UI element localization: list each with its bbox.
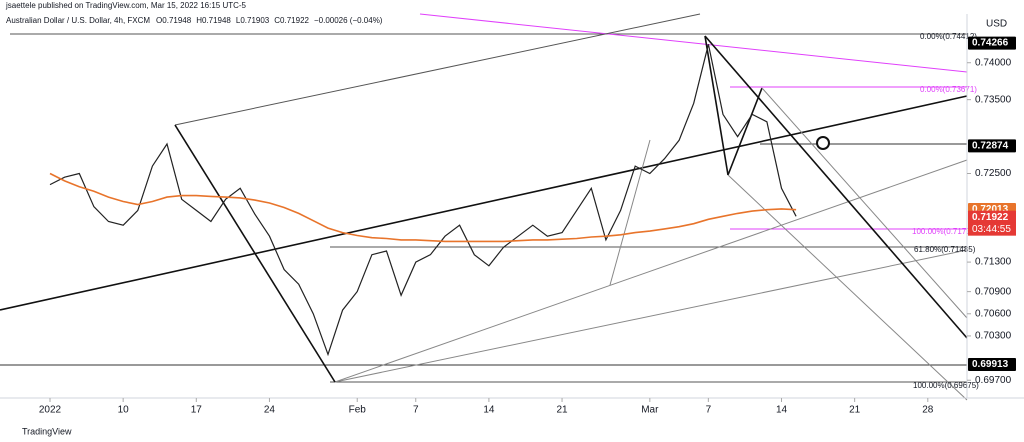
channel-line [334,159,968,383]
currency: USD [986,19,1007,30]
pitchfork-line [704,35,729,176]
trendline [419,13,968,73]
pitchfork-line [727,174,968,401]
pitchfork-line [174,124,336,383]
fib-label: 0.00%(0.73671) [920,85,977,94]
ohlc-value: −0.00026 (−0.04%) [314,16,383,25]
fib-label: 100.00%(0.71731) [912,227,978,236]
ohlc-value: C0.71922 [274,16,309,25]
x-tick-label: 7 [413,405,419,416]
ohlc-value: H0.71948 [196,16,231,25]
publisher: jsaettele published on TradingView.com, … [5,1,247,10]
x-tick-label: 21 [556,405,568,416]
price-label: 0.72013 [972,204,1009,215]
channel-line [609,139,651,286]
price-line [49,44,797,357]
y-tick-label: 0.69700 [975,375,1012,386]
fib-label: 100.00%(0.69675) [913,381,979,390]
y-tick-label: 0.70900 [975,286,1012,297]
x-tick-label: 7 [706,405,712,416]
ohlc-value: O0.71948 [156,16,192,25]
x-tick-label: 28 [922,405,934,416]
y-tick-label: 0.71300 [975,257,1012,268]
ohlc-value: L0.71903 [236,16,270,25]
price-label: 0.72874 [972,141,1009,152]
y-tick-label: 0.70600 [975,308,1012,319]
countdown: 03:44:55 [972,224,1011,235]
pitchfork-line [704,35,968,339]
ma-line [49,172,797,243]
y-tick-label: 0.73500 [975,94,1012,105]
price-label-box [968,139,1016,153]
x-tick-label: 14 [483,405,495,416]
fib-label: 61.80%(0.71485) [914,245,976,254]
marker-circle [816,136,830,150]
x-tick-label: 2022 [39,405,62,416]
price-label: 0.69913 [972,359,1009,370]
price-label-box [968,358,1016,372]
y-tick-label: 0.72500 [975,168,1012,179]
x-tick-label: 24 [264,405,276,416]
y-tick-label: 0.70300 [975,331,1012,342]
x-tick-label: 21 [849,405,861,416]
x-tick-label: 17 [191,405,203,416]
pitchfork-line [727,87,763,176]
symbol-title: Australian Dollar / U.S. Dollar, 4h, FXC… [6,16,150,25]
price-label-box [968,210,1016,224]
x-tick-label: Mar [641,405,659,416]
price-label: 0.71922 [972,212,1009,223]
drawings [0,13,968,401]
price-label-box [968,36,1016,50]
x-tick-label: 14 [776,405,788,416]
x-tick-label: Feb [349,405,367,416]
x-tick-label: 10 [118,405,130,416]
countdown-box [968,222,1016,236]
trendline [0,95,968,311]
footer: TradingView [22,426,72,436]
y-tick-label: 0.74000 [975,57,1012,68]
fib-label: 0.00%(0.74412) [920,32,977,41]
channel-line [334,249,968,383]
pitchfork-line [761,87,968,319]
channel-line [174,13,701,126]
price-label: 0.74266 [972,38,1009,49]
